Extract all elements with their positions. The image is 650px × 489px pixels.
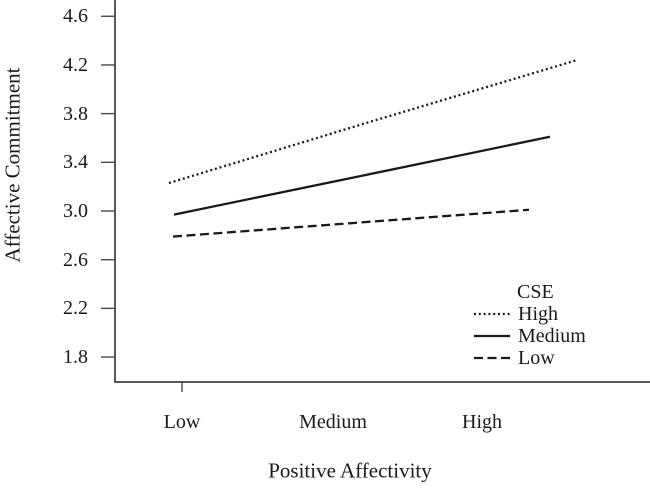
legend-title: CSE: [517, 281, 554, 303]
y-tick-label: 2.6: [63, 248, 88, 271]
series-line-medium: [173, 135, 551, 216]
y-tick-label: 3.4: [63, 151, 88, 174]
legend-entry: Medium: [474, 325, 586, 347]
x-category-label: High: [462, 411, 502, 433]
y-tick-label: 3.0: [63, 200, 88, 222]
y-tick-label: 1.8: [63, 346, 88, 369]
y-tick-label: 4.6: [63, 5, 88, 28]
legend-dotted-line-icon: [474, 312, 510, 316]
y-axis-title: Affective Commitment: [0, 67, 25, 263]
legend-entries: High Medium Low: [474, 303, 586, 369]
legend: CSE High Medium Low: [474, 281, 586, 369]
y-tick-label: 3.8: [63, 102, 88, 125]
x-category-label: Medium: [299, 411, 367, 433]
legend-entry-label: Medium: [518, 325, 586, 347]
legend-entry: Low: [474, 347, 586, 369]
x-category-label: Low: [163, 411, 201, 433]
x-axis-title: Positive Affectivity: [268, 458, 432, 483]
legend-entry-label: Low: [518, 347, 555, 369]
axis-spine: [114, 0, 650, 383]
legend-solid-line-icon: [474, 334, 510, 338]
legend-entry-label: High: [518, 303, 558, 325]
legend-entry: High: [474, 303, 586, 325]
y-tick-label: 4.2: [63, 53, 88, 76]
legend-dashed-line-icon: [474, 356, 510, 360]
series-line-low: [172, 208, 530, 238]
series-line-high: [168, 58, 578, 185]
y-tick-label: 2.2: [63, 297, 88, 320]
